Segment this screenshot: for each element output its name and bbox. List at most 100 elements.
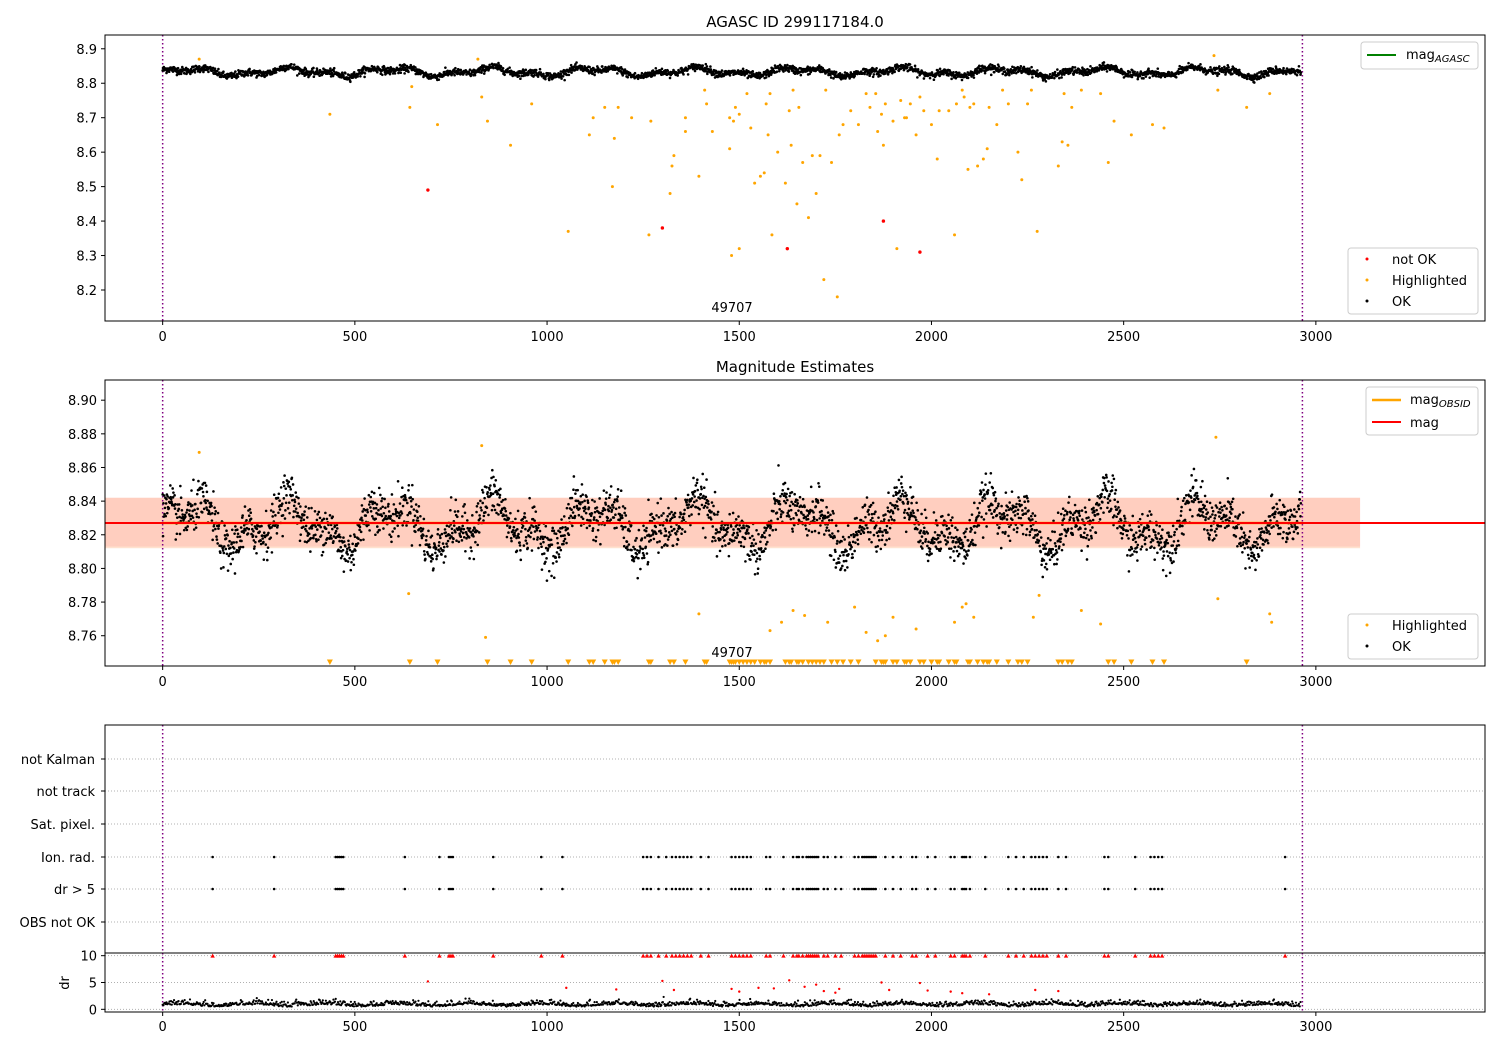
- ok-point: [294, 491, 298, 494]
- ok-point: [801, 497, 805, 501]
- ok-point: [494, 478, 498, 482]
- ok-point: [794, 500, 797, 504]
- highlighted-point: [770, 233, 774, 237]
- ok-point: [221, 546, 224, 550]
- ok-point: [488, 488, 491, 491]
- ok-point: [1299, 71, 1303, 74]
- ok-point: [863, 72, 866, 76]
- ok-point: [1233, 71, 1237, 74]
- ok-point: [588, 524, 591, 528]
- ok-point: [572, 488, 575, 491]
- ok-point: [652, 517, 656, 521]
- ok-point: [610, 64, 614, 68]
- ok-point: [774, 528, 778, 531]
- ok-point: [403, 72, 406, 75]
- ok-point: [327, 531, 331, 534]
- ok-point: [189, 72, 192, 76]
- ok-point: [950, 77, 953, 81]
- ok-point: [425, 534, 428, 538]
- ok-point: [370, 490, 374, 494]
- ok-point: [783, 64, 787, 67]
- ok-point: [574, 492, 577, 495]
- ok-point: [246, 71, 249, 75]
- ok-point: [938, 74, 941, 78]
- ok-point: [215, 538, 219, 541]
- ok-point: [826, 511, 830, 514]
- ok-point: [727, 554, 731, 558]
- ok-point: [463, 511, 467, 515]
- ok-point: [307, 506, 311, 510]
- highlighted-point: [830, 160, 834, 164]
- ok-point: [765, 73, 768, 76]
- ok-point: [657, 551, 660, 554]
- ok-point: [607, 496, 611, 500]
- ok-point: [500, 500, 503, 504]
- ok-point: [580, 483, 584, 486]
- ok-point: [556, 536, 559, 540]
- ok-point: [1082, 73, 1085, 77]
- ok-point: [451, 540, 454, 544]
- ok-point: [864, 515, 867, 519]
- ok-point: [430, 534, 434, 538]
- ok-point: [162, 494, 166, 497]
- ok-point: [701, 472, 705, 476]
- highlighted-point: [908, 102, 912, 106]
- ok-point: [612, 506, 615, 509]
- ok-point: [545, 579, 549, 582]
- ok-point: [718, 530, 721, 534]
- ok-point: [687, 514, 691, 518]
- ok-point: [872, 512, 876, 516]
- ok-point: [696, 488, 700, 492]
- ok-point: [633, 71, 637, 75]
- ok-point: [442, 549, 445, 552]
- ok-point: [376, 531, 379, 534]
- ok-point: [1138, 74, 1142, 78]
- ok-point: [392, 503, 396, 506]
- ok-point: [297, 496, 300, 500]
- ok-point: [642, 524, 645, 528]
- ok-point: [372, 507, 376, 510]
- ok-point: [528, 496, 531, 500]
- ok-point: [710, 510, 713, 514]
- ok-point: [204, 501, 208, 505]
- ok-point: [757, 532, 760, 536]
- ok-point: [470, 72, 473, 76]
- ok-point: [473, 527, 476, 530]
- ok-point: [787, 70, 791, 73]
- ok-point: [836, 539, 839, 543]
- ok-point: [304, 524, 308, 528]
- ok-point: [609, 518, 613, 521]
- ok-point: [704, 62, 708, 66]
- ok-point: [452, 69, 456, 72]
- ok-point: [535, 528, 539, 532]
- ok-point: [519, 530, 523, 533]
- highlighted-point: [1268, 92, 1272, 96]
- ok-point: [607, 504, 610, 508]
- ok-point: [179, 72, 183, 76]
- ok-point: [585, 526, 589, 530]
- ok-point: [798, 495, 802, 499]
- ok-point: [424, 557, 427, 561]
- ok-point: [847, 553, 850, 556]
- ok-point: [533, 73, 536, 77]
- highlighted-point: [972, 102, 976, 106]
- ok-point: [938, 67, 942, 71]
- ok-point: [271, 524, 275, 527]
- ok-point: [282, 484, 286, 488]
- ok-point: [492, 66, 495, 70]
- ok-point: [1029, 70, 1033, 74]
- ok-point: [507, 517, 511, 520]
- ok-point: [454, 498, 458, 502]
- ok-point: [214, 527, 217, 531]
- ok-point: [226, 569, 230, 572]
- ok-point: [238, 535, 242, 538]
- ok-point: [165, 497, 168, 501]
- ok-point: [698, 507, 701, 511]
- ok-point: [964, 73, 968, 76]
- ok-point: [747, 525, 751, 529]
- ok-point: [616, 72, 619, 75]
- ok-point: [431, 557, 434, 561]
- ok-point: [479, 499, 482, 503]
- ok-point: [800, 512, 803, 515]
- ok-point: [756, 557, 759, 561]
